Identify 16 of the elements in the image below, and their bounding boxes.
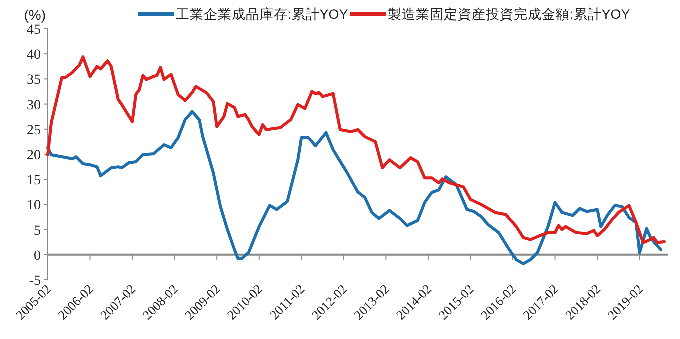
y-tick-label: 30 [27, 98, 41, 114]
y-tick-label: -5 [29, 274, 41, 289]
y-tick-label: 20 [27, 148, 41, 164]
line-series [46, 110, 662, 266]
y-tick-label: 5 [34, 224, 41, 239]
legend-label: 工業企業成品庫存:累計YOY [176, 7, 348, 22]
y-tick-label: 35 [27, 73, 41, 88]
y-axis-title: (%) [24, 7, 46, 23]
legend-label: 製造業固定資産投資完成金額:累計YOY [388, 7, 630, 22]
y-tick-label: 40 [27, 48, 41, 64]
y-tick-label: 10 [27, 198, 41, 214]
y-tick-label: 0 [34, 248, 41, 264]
y-tick-label: 45 [27, 23, 41, 38]
y-tick-label: 25 [27, 123, 41, 138]
line-series [46, 56, 666, 244]
y-tick-label: 15 [27, 174, 41, 189]
